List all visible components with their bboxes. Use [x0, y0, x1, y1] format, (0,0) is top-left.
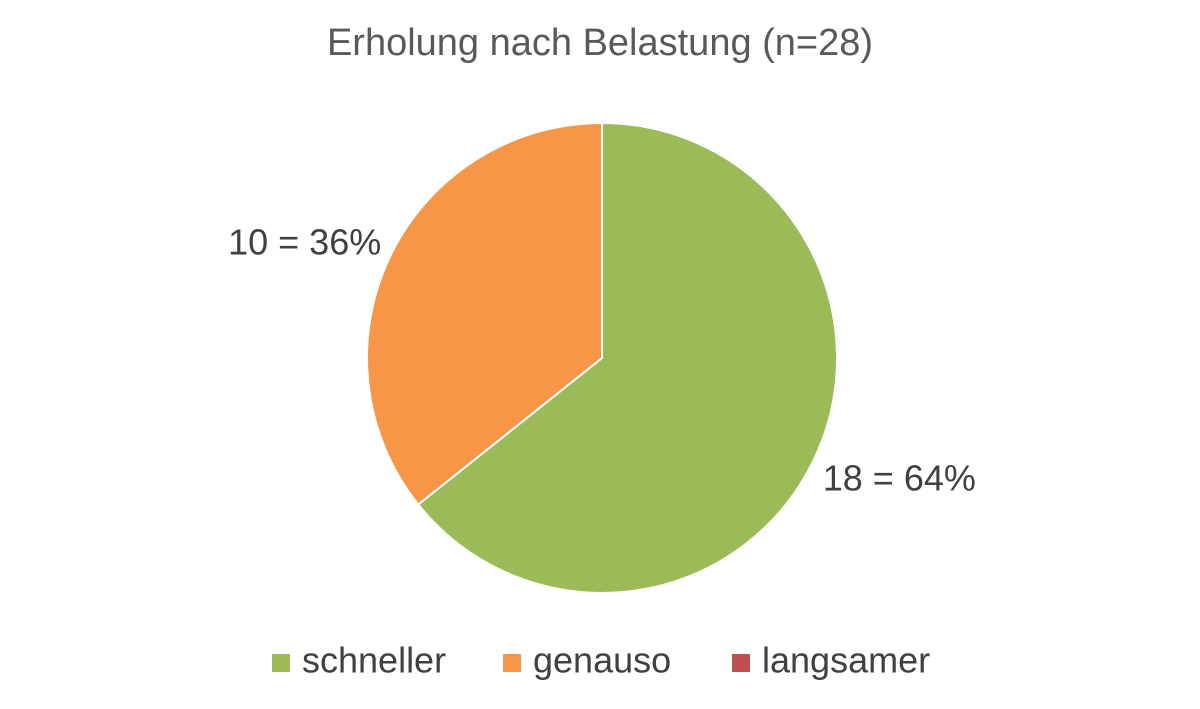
data-label: 18 = 64% — [823, 458, 976, 499]
legend-label: schneller — [302, 640, 446, 681]
legend-label: genauso — [533, 640, 671, 681]
pie-slice — [366, 121, 603, 506]
legend-swatch — [503, 654, 521, 672]
pie-slice — [416, 121, 838, 594]
legend-swatch — [732, 654, 750, 672]
legend-swatch — [272, 654, 290, 672]
legend-label: langsamer — [762, 640, 930, 681]
chart-title: Erholung nach Belastung (n=28) — [327, 22, 873, 64]
data-label: 10 = 36% — [228, 221, 381, 262]
